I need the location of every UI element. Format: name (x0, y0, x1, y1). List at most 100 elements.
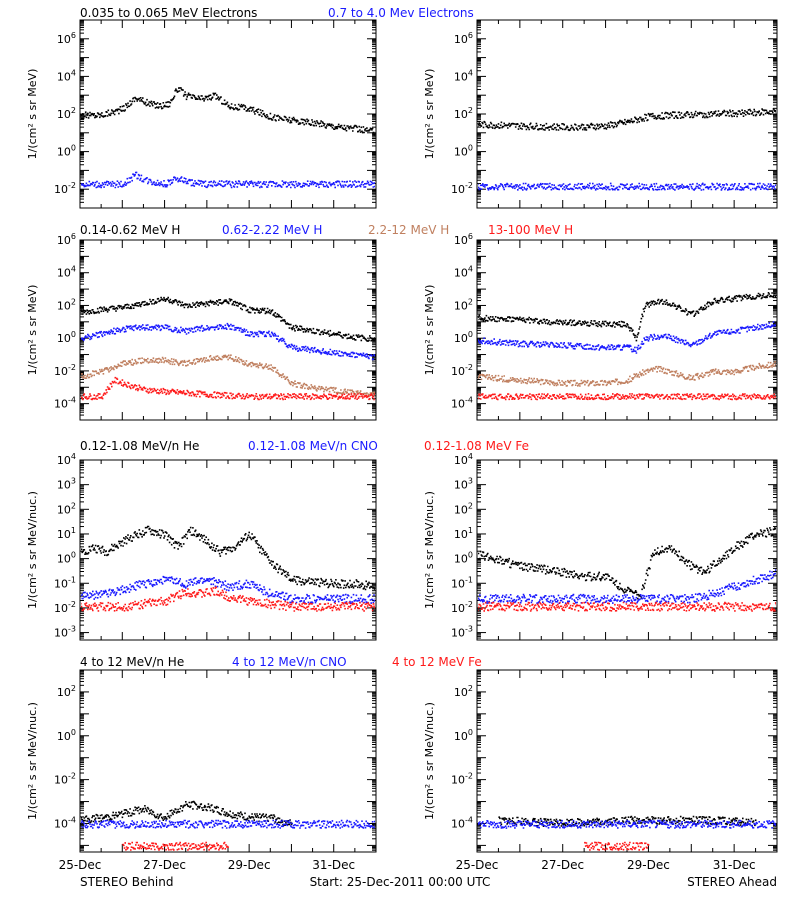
y-tick-label: 100 (57, 144, 76, 159)
y-tick-label: 102 (57, 684, 76, 699)
series-0-7-to-4-0-mev-electrons (81, 171, 375, 189)
panel-series (478, 108, 776, 191)
y-tick-label: 10-1 (451, 575, 473, 590)
y-tick-label: 100 (57, 330, 76, 345)
y-tick-label: 10-2 (54, 363, 76, 378)
row-title-label: 4 to 12 MeV/n He (80, 655, 184, 669)
y-tick-label: 106 (454, 31, 473, 46)
series-4-to-12-mev-fe (584, 841, 650, 851)
y-tick-label: 102 (454, 106, 473, 121)
panel-3-0: 10-4 10-2 100 102 1/(cm² s sr MeV/nuc.) 25-De… (26, 669, 377, 872)
series-0-12-1-08-mev-n-cno (478, 569, 776, 604)
panel-1-0: 10-4 10-2 100 102 104 106 1/(cm² s sr MeV) (26, 232, 377, 421)
panel-2-0: 10-3 10-2 10-1 100 101 102 103 104 1/(cm² s sr M… (26, 452, 377, 641)
y-tick-label: 100 (57, 728, 76, 743)
y-tick-label: 103 (57, 477, 76, 492)
x-tick-label: 25-Dec (456, 858, 499, 872)
y-tick-label: 10-4 (54, 396, 76, 411)
y-axis-label: 1/(cm² s sr MeV/nuc.) (423, 702, 436, 820)
series-13-100-mev-h (81, 376, 375, 401)
y-tick-label: 102 (57, 501, 76, 516)
y-tick-label: 10-4 (451, 396, 473, 411)
y-axis-label: 1/(cm² s sr MeV) (26, 69, 39, 160)
y-tick-label: 100 (454, 144, 473, 159)
x-tick-label: 27-Dec (541, 858, 584, 872)
y-tick-label: 106 (57, 31, 76, 46)
y-tick-label: 10-2 (54, 600, 76, 615)
y-tick-label: 10-2 (54, 181, 76, 196)
y-tick-label: 10-4 (451, 815, 473, 830)
x-tick-label: 31-Dec (312, 858, 355, 872)
panel-series (478, 292, 776, 401)
panel-series (81, 87, 375, 189)
panel-0-0: 10-2 100 102 104 106 1/(cm² s sr MeV) (26, 19, 377, 209)
row-title-label: 0.7 to 4.0 Mev Electrons (328, 6, 474, 20)
series-0-62-2-22-mev-h (478, 321, 776, 354)
y-tick-label: 101 (57, 526, 76, 541)
series-0-12-1-08-mev-fe (81, 586, 375, 612)
series-4-to-12-mev-n-cno (478, 819, 776, 829)
panel-frame (476, 459, 778, 641)
row-title-label: 0.12-1.08 MeV/n CNO (248, 439, 378, 453)
y-tick-label: 100 (454, 330, 473, 345)
footer-center-label: Start: 25-Dec-2011 00:00 UTC (310, 875, 491, 889)
panel-series (81, 800, 375, 851)
series-4-to-12-mev-n-he (81, 800, 293, 827)
row-title-label: 2.2-12 MeV H (368, 223, 449, 237)
y-tick-label: 102 (454, 501, 473, 516)
y-tick-label: 104 (454, 452, 473, 467)
y-tick-label: 104 (57, 265, 76, 280)
y-tick-label: 10-1 (54, 575, 76, 590)
y-tick-label: 10-3 (451, 625, 473, 640)
panel-frame (476, 19, 778, 209)
series-0-035-to-0-065-mev-electrons (478, 108, 776, 132)
footer-left-label: STEREO Behind (80, 875, 174, 889)
x-tick-label: 29-Dec (228, 858, 271, 872)
series-0-7-to-4-0-mev-electrons (478, 182, 776, 191)
y-tick-label: 10-2 (451, 181, 473, 196)
y-axis-label: 1/(cm² s sr MeV/nuc.) (26, 491, 39, 609)
series-4-to-12-mev-n-cno (81, 819, 375, 829)
y-tick-label: 102 (57, 297, 76, 312)
y-tick-label: 106 (57, 232, 76, 247)
y-tick-label: 10-2 (451, 600, 473, 615)
y-axis-label: 1/(cm² s sr MeV/nuc.) (26, 702, 39, 820)
y-tick-label: 100 (57, 551, 76, 566)
y-tick-label: 100 (454, 728, 473, 743)
panel-series (478, 527, 776, 612)
series-0-12-1-08-mev-n-cno (81, 575, 375, 604)
series-0-14-0-62-mev-h (478, 292, 776, 342)
y-tick-label: 102 (57, 106, 76, 121)
y-tick-label: 103 (454, 477, 473, 492)
row-title-label: 0.62-2.22 MeV H (222, 223, 322, 237)
series-13-100-mev-h (478, 393, 776, 401)
panel-3-1: 10-4 10-2 100 102 1/(cm² s sr MeV/nuc.) 25-De… (423, 669, 778, 872)
y-axis-label: 1/(cm² s sr MeV) (26, 285, 39, 376)
y-tick-label: 10-2 (451, 363, 473, 378)
row-title-label: 13-100 MeV H (488, 223, 573, 237)
row-title-label: 0.035 to 0.065 MeV Electrons (80, 6, 257, 20)
panel-frame (79, 669, 377, 853)
y-tick-label: 10-3 (54, 625, 76, 640)
series-0-12-1-08-mev-n-he (81, 525, 375, 591)
series-2-2-12-mev-h (81, 354, 375, 398)
y-tick-label: 104 (454, 265, 473, 280)
y-tick-label: 102 (454, 684, 473, 699)
y-tick-label: 104 (57, 452, 76, 467)
y-axis-label: 1/(cm² s sr MeV/nuc.) (423, 491, 436, 609)
y-tick-label: 10-2 (54, 772, 76, 787)
row-title-label: 0.14-0.62 MeV H (80, 223, 180, 237)
panel-series (81, 525, 375, 612)
series-0-14-0-62-mev-h (81, 296, 375, 342)
row-title-label: 0.12-1.08 MeV Fe (424, 439, 529, 453)
series-4-to-12-mev-fe (122, 841, 229, 851)
y-tick-label: 104 (57, 68, 76, 83)
y-tick-label: 10-4 (54, 815, 76, 830)
series-0-62-2-22-mev-h (81, 322, 375, 361)
series-0-12-1-08-mev-fe (478, 601, 776, 612)
panel-frame (79, 19, 377, 209)
y-tick-label: 106 (454, 232, 473, 247)
footer-right-label: STEREO Ahead (687, 875, 777, 889)
row-title-label: 0.12-1.08 MeV/n He (80, 439, 199, 453)
